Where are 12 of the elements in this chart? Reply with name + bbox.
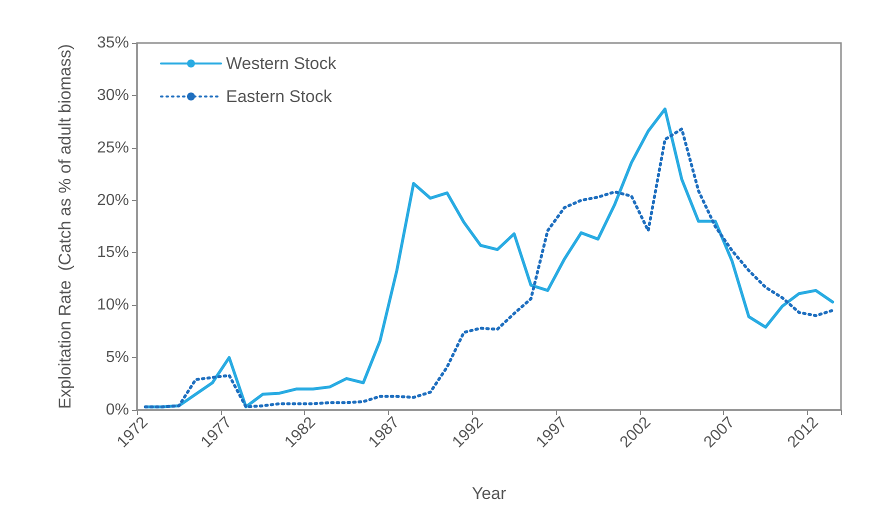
x-axis-title: Year: [472, 484, 507, 503]
y-tick-label: 0%: [106, 402, 129, 418]
legend-label: Eastern Stock: [226, 87, 332, 106]
y-tick-label: 15%: [96, 244, 129, 262]
y-tick-label: 20%: [96, 192, 129, 209]
y-axis-title: Exploitation Rate (Catch as % of adult biomass): [56, 44, 74, 409]
y-tick-label: 30%: [96, 86, 129, 104]
y-tick-label: 25%: [96, 139, 129, 156]
y-tick-label: 10%: [96, 296, 129, 314]
y-tick-label: 35%: [96, 34, 129, 52]
y-tick-label: 5%: [106, 349, 129, 366]
legend-label: Western Stock: [226, 54, 337, 73]
